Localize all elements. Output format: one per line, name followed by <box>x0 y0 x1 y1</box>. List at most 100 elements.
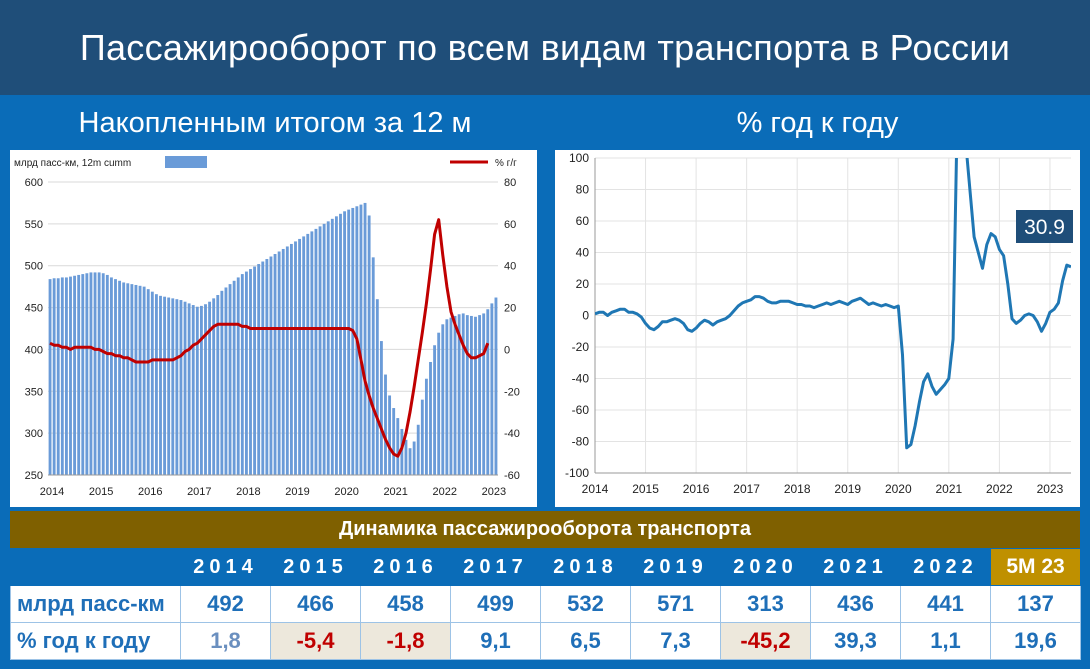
volume-row: млрд пасс-км 492 466 458 499 532 571 313… <box>10 585 1081 623</box>
y-tick-label: 80 <box>576 183 590 197</box>
legend-bar-label: млрд пасс-км, 12m cumm <box>14 158 131 169</box>
x-tick-label: 2014 <box>582 482 609 496</box>
y-right-tick-label: 60 <box>504 219 516 231</box>
bar <box>249 269 252 475</box>
y-left-tick-label: 250 <box>25 470 43 482</box>
y-tick-label: 40 <box>576 246 590 260</box>
x-tick-label: 2019 <box>285 486 309 498</box>
pct-cell-negative: -5,4 <box>270 622 361 660</box>
bar <box>429 361 432 475</box>
bar <box>142 286 146 475</box>
bar <box>191 305 195 475</box>
stats-table: 2014 2015 2016 2017 2018 2019 2020 2021 … <box>10 548 1081 660</box>
bar <box>416 424 420 475</box>
x-tick-label: 2018 <box>236 486 260 498</box>
yoy-line <box>49 218 490 458</box>
value-cell: 313 <box>720 585 811 623</box>
year-cell-highlight: 5М 23 <box>990 548 1081 586</box>
bar <box>384 374 387 475</box>
bar <box>474 316 477 475</box>
row-label-yoy: % год к году <box>10 622 181 660</box>
bar <box>371 257 375 475</box>
pct-cell: 6,5 <box>540 622 631 660</box>
bar <box>101 273 105 475</box>
bar <box>138 285 142 475</box>
bar <box>77 274 81 475</box>
bar <box>478 315 482 475</box>
bar <box>424 378 428 475</box>
y-tick-label: -100 <box>565 466 589 480</box>
bar <box>146 289 150 475</box>
pct-cell: 9,1 <box>450 622 541 660</box>
bar <box>420 399 424 475</box>
bar <box>269 256 273 475</box>
x-tick-label: 2017 <box>733 482 760 496</box>
bar <box>159 295 162 475</box>
x-tick-label: 2016 <box>683 482 710 496</box>
y-left-tick-label: 350 <box>25 386 43 398</box>
y-tick-label: -80 <box>572 435 590 449</box>
bar <box>228 284 232 475</box>
bar <box>109 277 113 475</box>
bar <box>150 291 154 475</box>
bar <box>171 298 175 475</box>
bar <box>347 209 351 475</box>
y-tick-label: 100 <box>569 151 589 165</box>
y-right-tick-label: 20 <box>504 303 516 315</box>
bar <box>212 298 216 475</box>
y-tick-label: 20 <box>576 277 590 291</box>
y-right-tick-label: 40 <box>504 261 516 273</box>
bar <box>163 296 167 475</box>
pct-cell-negative: -45,2 <box>720 622 811 660</box>
bar <box>114 279 117 475</box>
y-tick-label: -20 <box>572 340 590 354</box>
bar <box>285 246 289 475</box>
legend-bar-swatch <box>165 156 207 168</box>
x-tick-label: 2020 <box>334 486 358 498</box>
bar <box>244 271 248 475</box>
bar <box>179 300 183 475</box>
bar <box>343 211 347 476</box>
year-cell: 2017 <box>450 548 541 586</box>
bar <box>240 274 244 475</box>
bar <box>167 297 171 475</box>
bar <box>220 290 224 475</box>
bar <box>208 301 212 475</box>
pct-cell: 1,8 <box>180 622 271 660</box>
bar <box>388 395 392 475</box>
bar <box>126 283 130 475</box>
left-chart-panel: 600 550 500 450 400 350 300 250 80 60 40 20 0 -20 -40 -… <box>10 150 537 507</box>
value-cell: 492 <box>180 585 271 623</box>
bar <box>253 266 257 475</box>
bar <box>339 213 342 475</box>
bar <box>310 231 314 475</box>
y-tick-label: 60 <box>576 214 590 228</box>
bar <box>412 441 416 475</box>
x-tick-label: 2018 <box>784 482 811 496</box>
bar <box>400 428 404 475</box>
pct-cell: 19,6 <box>990 622 1081 660</box>
x-tick-label: 2015 <box>632 482 659 496</box>
corner-cell <box>10 548 181 586</box>
bar <box>93 272 97 475</box>
y-right-tick-label: -60 <box>504 470 520 482</box>
bar <box>236 277 240 475</box>
bar <box>318 226 322 475</box>
x-tick-label: 2021 <box>935 482 962 496</box>
x-tick-label: 2022 <box>986 482 1013 496</box>
y-tick-label: -40 <box>572 372 590 386</box>
value-cell: 466 <box>270 585 361 623</box>
bar <box>118 280 122 475</box>
y-right-tick-label: 80 <box>504 177 516 189</box>
right-panel-title: % год к году <box>736 106 899 139</box>
value-cell: 532 <box>540 585 631 623</box>
bar <box>437 332 441 475</box>
bar <box>306 233 310 475</box>
bar <box>273 253 277 475</box>
bar <box>457 314 461 475</box>
y-left-tick-label: 500 <box>25 261 43 273</box>
pct-cell: 1,1 <box>900 622 991 660</box>
bar <box>187 303 191 475</box>
bar <box>105 274 109 475</box>
y-left-tick-label: 400 <box>25 344 43 356</box>
